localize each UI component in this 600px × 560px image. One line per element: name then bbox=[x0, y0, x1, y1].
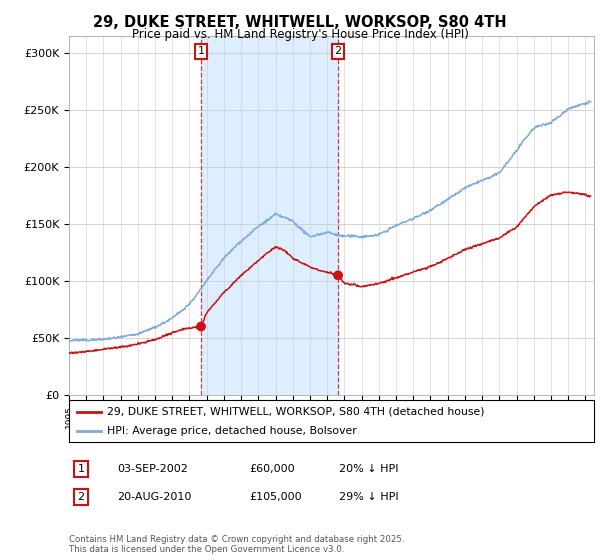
Text: 1: 1 bbox=[77, 464, 85, 474]
Text: Price paid vs. HM Land Registry's House Price Index (HPI): Price paid vs. HM Land Registry's House … bbox=[131, 28, 469, 41]
Text: 03-SEP-2002: 03-SEP-2002 bbox=[117, 464, 188, 474]
Text: Contains HM Land Registry data © Crown copyright and database right 2025.
This d: Contains HM Land Registry data © Crown c… bbox=[69, 535, 404, 554]
Point bbox=[196, 322, 206, 331]
Bar bbox=[201, 36, 338, 395]
Text: 20-AUG-2010: 20-AUG-2010 bbox=[117, 492, 191, 502]
Text: 1: 1 bbox=[197, 46, 205, 57]
Text: £105,000: £105,000 bbox=[249, 492, 302, 502]
Text: 20% ↓ HPI: 20% ↓ HPI bbox=[339, 464, 398, 474]
Text: 2: 2 bbox=[334, 46, 341, 57]
Text: 29, DUKE STREET, WHITWELL, WORKSOP, S80 4TH (detached house): 29, DUKE STREET, WHITWELL, WORKSOP, S80 … bbox=[107, 407, 484, 417]
Text: 2: 2 bbox=[77, 492, 85, 502]
Text: HPI: Average price, detached house, Bolsover: HPI: Average price, detached house, Bols… bbox=[107, 426, 356, 436]
Text: 29% ↓ HPI: 29% ↓ HPI bbox=[339, 492, 398, 502]
Text: 29, DUKE STREET, WHITWELL, WORKSOP, S80 4TH: 29, DUKE STREET, WHITWELL, WORKSOP, S80 … bbox=[93, 15, 507, 30]
Text: £60,000: £60,000 bbox=[249, 464, 295, 474]
Point bbox=[333, 271, 343, 280]
